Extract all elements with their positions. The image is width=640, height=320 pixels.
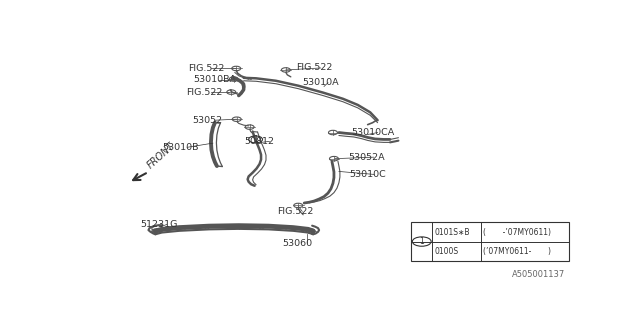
Text: 53052: 53052 xyxy=(192,116,222,125)
Text: 53060: 53060 xyxy=(282,239,312,248)
Text: 53010A: 53010A xyxy=(302,78,339,87)
Text: 1: 1 xyxy=(253,135,258,144)
Text: 1: 1 xyxy=(419,237,424,246)
Text: FRONT: FRONT xyxy=(145,141,177,171)
Text: 53010BA: 53010BA xyxy=(193,75,236,84)
Text: 0101S∗B: 0101S∗B xyxy=(434,228,470,236)
Text: A505001137: A505001137 xyxy=(512,270,565,279)
Text: (       -’07MY0611): ( -’07MY0611) xyxy=(483,228,551,236)
Text: 0100S: 0100S xyxy=(434,247,458,256)
Text: FIG.522: FIG.522 xyxy=(277,207,314,216)
Text: 53010B: 53010B xyxy=(162,143,198,152)
Text: 50812: 50812 xyxy=(244,137,275,146)
Text: FIG.522: FIG.522 xyxy=(186,88,222,97)
Bar xyxy=(412,222,569,261)
Text: FIG.522: FIG.522 xyxy=(188,64,225,73)
Text: 53010C: 53010C xyxy=(349,170,385,179)
Text: FIG.522: FIG.522 xyxy=(296,63,332,72)
Text: 51231G: 51231G xyxy=(141,220,178,229)
Text: (’07MY0611-       ): (’07MY0611- ) xyxy=(483,247,551,256)
Text: 53010CA: 53010CA xyxy=(351,128,395,137)
Text: 53052A: 53052A xyxy=(348,153,385,162)
